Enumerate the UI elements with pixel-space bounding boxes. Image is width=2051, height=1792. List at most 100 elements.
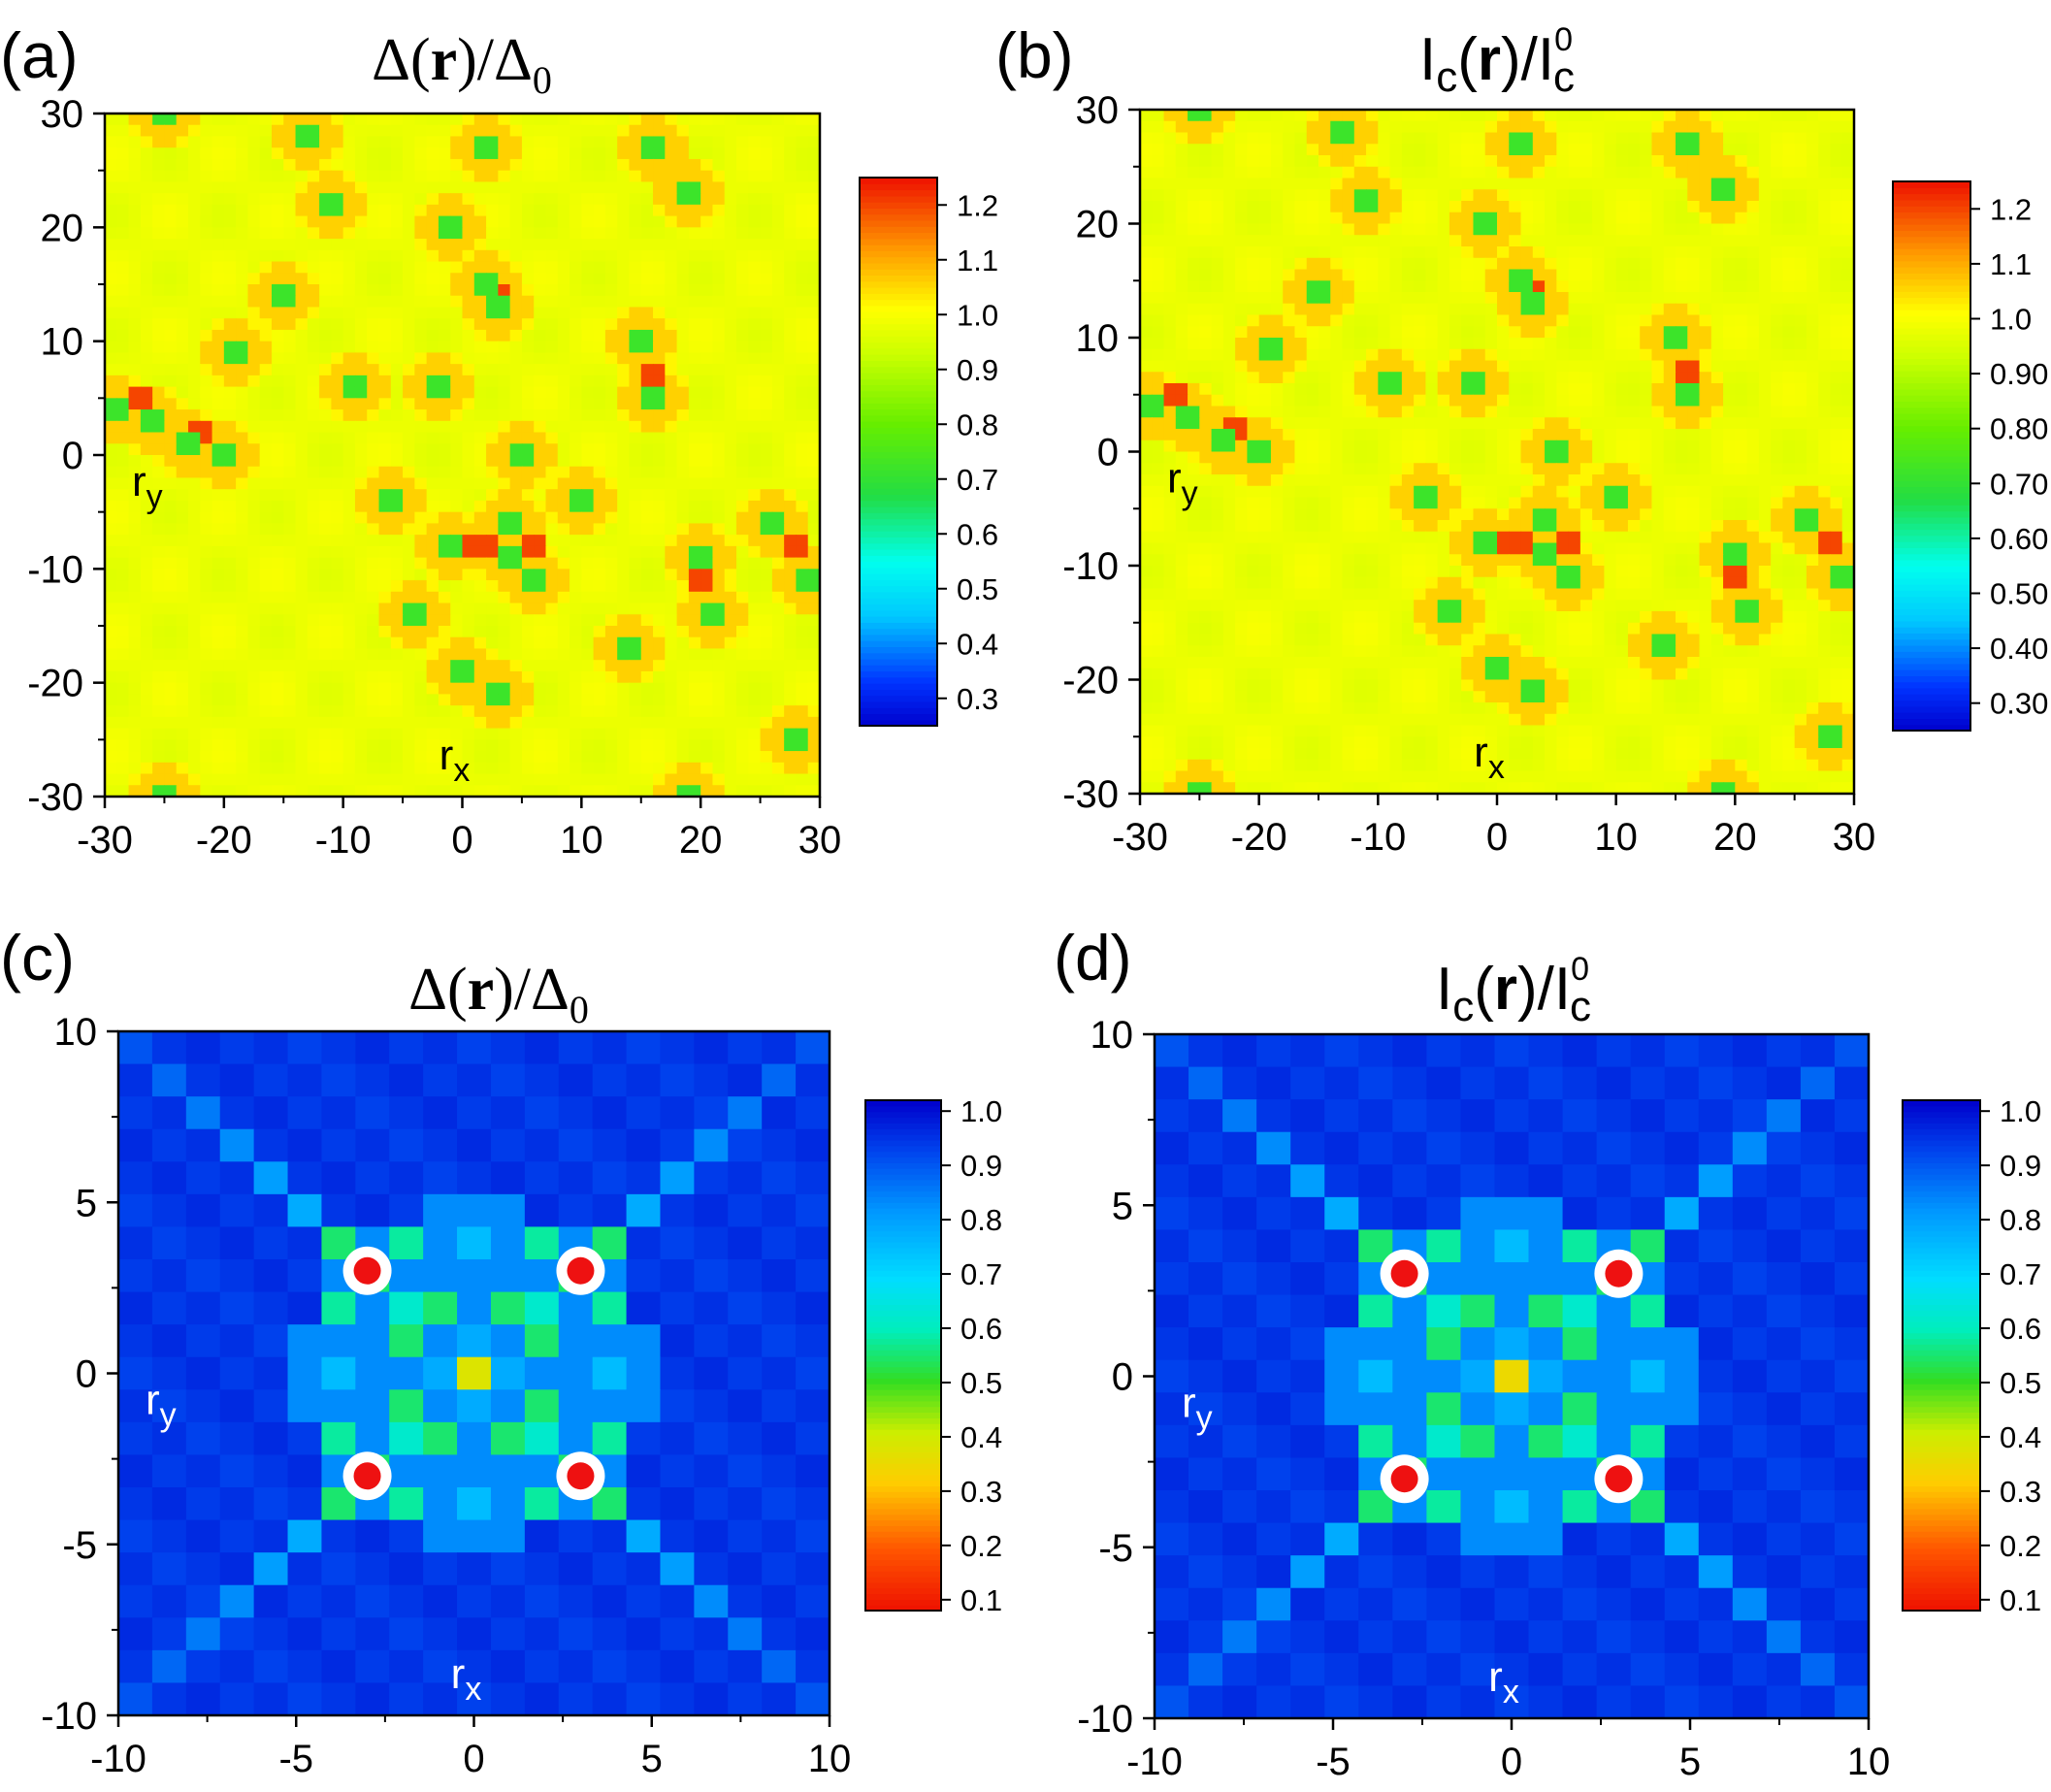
panel-b-heatmap-cell bbox=[1163, 314, 1177, 327]
panel-a-heatmap-cell bbox=[509, 158, 523, 172]
panel-b-heatmap-cell bbox=[1687, 201, 1701, 213]
panel-a-heatmap-cell bbox=[212, 511, 225, 524]
panel-a-heatmap-cell bbox=[259, 660, 273, 672]
panel-b-heatmap-cell bbox=[1258, 223, 1272, 236]
panel-b-heatmap-cell bbox=[1676, 166, 1688, 179]
panel-a-heatmap-cell bbox=[283, 648, 297, 661]
panel-a-heatmap-cell bbox=[509, 364, 523, 376]
panel-a-heatmap-cell bbox=[164, 329, 178, 342]
panel-b-heatmap-cell bbox=[1163, 178, 1177, 190]
panel-a-heatmap-cell bbox=[307, 489, 320, 502]
panel-a-heatmap-cell bbox=[748, 432, 762, 444]
panel-b-heatmap-cell bbox=[1640, 303, 1653, 316]
panel-a-heatmap-cell bbox=[521, 273, 535, 285]
panel-a-heatmap-cell bbox=[200, 716, 213, 730]
panel-a-heatmap-cell bbox=[665, 307, 678, 319]
panel-b-heatmap-cell bbox=[1723, 144, 1736, 156]
panel-b-heatmap-cell bbox=[1497, 338, 1510, 350]
panel-a-heatmap-cell bbox=[617, 535, 631, 547]
panel-b-heatmap-cell bbox=[1509, 338, 1522, 350]
panel-b-heatmap-cell bbox=[1449, 338, 1462, 350]
panel-a-heatmap-cell bbox=[736, 523, 749, 536]
panel-a-heatmap-cell bbox=[534, 307, 547, 319]
panel-a-heatmap-cell bbox=[653, 670, 666, 684]
panel-a-heatmap-cell bbox=[700, 660, 714, 672]
panel-b-heatmap-cell bbox=[1758, 326, 1772, 339]
panel-b-heatmap-cell bbox=[1806, 257, 1819, 271]
panel-a-heatmap-cell bbox=[164, 535, 178, 547]
panel-a-heatmap-cell bbox=[760, 193, 773, 206]
panel-a-heatmap-cell bbox=[307, 295, 320, 309]
panel-a-heatmap-cell bbox=[700, 124, 714, 138]
panel-a-heatmap-cell bbox=[640, 136, 654, 148]
panel-a-heatmap-cell bbox=[712, 682, 726, 695]
panel-a-heatmap-cell bbox=[414, 329, 428, 342]
panel-a-heatmap-cell bbox=[212, 158, 225, 172]
panel-b-heatmap-cell bbox=[1579, 120, 1593, 134]
panel-b-heatmap-cell bbox=[1188, 246, 1200, 259]
panel-a-heatmap-cell bbox=[128, 591, 142, 604]
panel-a-heatmap-cell bbox=[140, 375, 153, 388]
panel-a-heatmap-cell bbox=[378, 420, 392, 434]
panel-a-heatmap-cell bbox=[259, 557, 273, 570]
panel-a-heatmap-cell bbox=[629, 261, 642, 274]
panel-a-heatmap-cell bbox=[295, 341, 309, 353]
panel-a-heatmap-cell bbox=[712, 785, 726, 797]
panel-a-heatmap-cell bbox=[187, 443, 201, 456]
panel-a-heatmap-cell bbox=[796, 443, 809, 456]
panel-a-heatmap-cell bbox=[116, 535, 130, 547]
panel-a-heatmap-cell bbox=[105, 147, 117, 160]
panel-b-heatmap-cell bbox=[1330, 189, 1344, 202]
panel-a-heatmap-cell bbox=[426, 386, 440, 399]
panel-b-heatmap-cell bbox=[1687, 178, 1701, 190]
panel-a-heatmap-cell bbox=[462, 660, 475, 672]
panel-b-heatmap-cell bbox=[1841, 269, 1854, 281]
panel-b-heatmap-cell bbox=[1723, 189, 1736, 202]
panel-a-heatmap-cell bbox=[688, 352, 701, 365]
panel-a-heatmap-cell bbox=[223, 670, 237, 684]
panel-a-heatmap-cell bbox=[271, 204, 284, 217]
panel-a-heatmap-cell bbox=[700, 591, 714, 604]
panel-a-heatmap-cell bbox=[295, 523, 309, 536]
panel-a-heatmap-cell bbox=[521, 762, 535, 775]
panel-b-heatmap-cell bbox=[1437, 314, 1450, 327]
panel-a-heatmap-cell bbox=[450, 773, 464, 786]
panel-a-heatmap-cell bbox=[331, 557, 344, 570]
panel-a-heatmap-cell bbox=[796, 147, 809, 160]
panel-b-heatmap-cell bbox=[1366, 235, 1379, 247]
panel-a-heatmap-cell bbox=[760, 136, 773, 148]
panel-b-heatmap-cell bbox=[1735, 246, 1748, 259]
panel-b-heatmap-cell bbox=[1437, 189, 1450, 202]
panel-a-heatmap-cell bbox=[414, 443, 428, 456]
panel-a-heatmap-cell bbox=[521, 124, 535, 138]
panel-a-heatmap-cell bbox=[629, 545, 642, 559]
panel-b-heatmap-cell bbox=[1687, 246, 1701, 259]
panel-b-heatmap-cell bbox=[1378, 303, 1391, 316]
panel-a-heatmap-cell bbox=[247, 648, 261, 661]
panel-b-heatmap-cell bbox=[1366, 144, 1379, 156]
panel-a-heatmap-cell bbox=[367, 455, 380, 468]
panel-b-heatmap-cell bbox=[1604, 326, 1617, 339]
panel-b-heatmap-cell bbox=[1163, 235, 1177, 247]
panel-a-heatmap-cell bbox=[724, 364, 737, 376]
panel-a-heatmap-cell bbox=[295, 273, 309, 285]
panel-a-heatmap-cell bbox=[426, 249, 440, 263]
panel-b-heatmap-cell bbox=[1378, 201, 1391, 213]
panel-a-heatmap-cell bbox=[593, 227, 606, 240]
panel-b-heatmap-cell bbox=[1579, 110, 1593, 122]
panel-a-heatmap-cell bbox=[247, 432, 261, 444]
panel-a-heatmap-cell bbox=[545, 239, 559, 251]
panel-a-heatmap-cell bbox=[426, 591, 440, 604]
panel-a-heatmap-cell bbox=[128, 398, 142, 410]
panel-a-heatmap-cell bbox=[259, 239, 273, 251]
panel-b-heatmap-cell bbox=[1353, 178, 1367, 190]
panel-a-heatmap-cell bbox=[665, 193, 678, 206]
panel-a-heatmap-cell bbox=[450, 728, 464, 740]
panel-a-heatmap-cell bbox=[426, 204, 440, 217]
panel-b-heatmap-cell bbox=[1782, 269, 1796, 281]
panel-a-heatmap-cell bbox=[319, 580, 332, 593]
panel-a-heatmap-cell bbox=[247, 660, 261, 672]
panel-a-heatmap-cell bbox=[105, 785, 117, 797]
panel-b-heatmap-cell bbox=[1497, 292, 1510, 305]
panel-a-heatmap-cell bbox=[712, 398, 726, 410]
